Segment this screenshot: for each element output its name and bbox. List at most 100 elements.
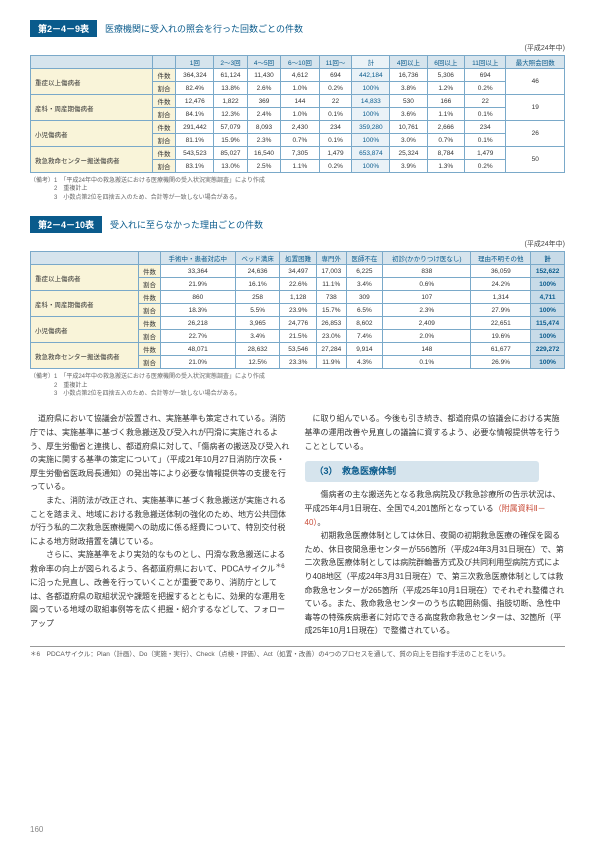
row-kind: 件数 bbox=[139, 265, 160, 278]
table1-header bbox=[31, 56, 153, 69]
table-row: 産科・周産期傷病者件数12,4761,8223691442214,8335301… bbox=[31, 95, 565, 108]
max-count: 26 bbox=[506, 121, 565, 147]
table-cell: 5.5% bbox=[235, 304, 279, 317]
table-cell: 0.7% bbox=[427, 134, 464, 147]
table-cell: 24,636 bbox=[235, 265, 279, 278]
row-total: 100% bbox=[531, 304, 565, 317]
table-cell: 36,059 bbox=[471, 265, 531, 278]
table-cell: 13.0% bbox=[214, 160, 248, 173]
paragraph: さらに、実施基準をより実効的なものとし、円滑な救急搬送による救命率の向上が図られ… bbox=[30, 548, 291, 630]
table2-header: 初診(かかりつけ医なし) bbox=[383, 252, 471, 265]
table-cell: 2,409 bbox=[383, 317, 471, 330]
table-cell: 107 bbox=[383, 291, 471, 304]
table2-tag: 第2－4－10表 bbox=[30, 216, 102, 233]
table-cell: 27.9% bbox=[471, 304, 531, 317]
table-cell: 26,218 bbox=[160, 317, 235, 330]
row-kind: 件数 bbox=[139, 291, 160, 304]
table-cell: 84.1% bbox=[176, 108, 214, 121]
table-cell: 61,677 bbox=[471, 343, 531, 356]
row-total: 100% bbox=[531, 278, 565, 291]
row-kind: 割合 bbox=[139, 304, 160, 317]
table1-header bbox=[152, 56, 176, 69]
table-cell: 838 bbox=[383, 265, 471, 278]
table-cell: 694 bbox=[464, 69, 506, 82]
row-total: 100% bbox=[531, 330, 565, 343]
table2-note: (平成24年中) bbox=[30, 239, 565, 249]
table-cell: 100% bbox=[352, 134, 390, 147]
table-cell: 530 bbox=[390, 95, 427, 108]
table-cell: 6.5% bbox=[346, 304, 383, 317]
table-cell: 13.8% bbox=[214, 82, 248, 95]
row-kind: 割合 bbox=[139, 278, 160, 291]
table1-header: 2～3回 bbox=[214, 56, 248, 69]
table-cell: 0.1% bbox=[464, 108, 506, 121]
table-cell: 23.3% bbox=[280, 356, 317, 369]
table-cell: 2.4% bbox=[247, 108, 281, 121]
table-cell: 0.1% bbox=[464, 134, 506, 147]
table-cell: 23.9% bbox=[280, 304, 317, 317]
table-cell: 81.1% bbox=[176, 134, 214, 147]
left-column: 道府県において協議会が設置され、実施基準も策定されている。消防庁では、実施基準に… bbox=[30, 412, 291, 638]
table1-note: (平成24年中) bbox=[30, 43, 565, 53]
page-number: 160 bbox=[30, 825, 43, 834]
paragraph: 初期救急医療体制としては休日、夜間の初期救急医療の確保を図るため、休日夜間急患セ… bbox=[305, 529, 566, 638]
table-cell: 3.4% bbox=[346, 278, 383, 291]
table-cell: 4,612 bbox=[281, 69, 319, 82]
row-category: 小児傷病者 bbox=[31, 121, 153, 147]
table-cell: 4.3% bbox=[346, 356, 383, 369]
table-cell: 100% bbox=[352, 82, 390, 95]
table-cell: 21.5% bbox=[280, 330, 317, 343]
table-cell: 1,822 bbox=[214, 95, 248, 108]
table-cell: 3,965 bbox=[235, 317, 279, 330]
table-cell: 82.4% bbox=[176, 82, 214, 95]
note-line: 2 重複計上 bbox=[30, 185, 565, 193]
table-cell: 0.1% bbox=[319, 108, 352, 121]
table2-header bbox=[31, 252, 139, 265]
table-row: 小児傷病者件数291,44257,0798,0932,430234359,280… bbox=[31, 121, 565, 134]
table1-header: 11回以上 bbox=[464, 56, 506, 69]
table-cell: 26.9% bbox=[471, 356, 531, 369]
table1-header: 計 bbox=[352, 56, 390, 69]
table-cell: 2.5% bbox=[247, 160, 281, 173]
table-cell: 364,324 bbox=[176, 69, 214, 82]
note-line: 3 小数点第2位を四捨五入のため、合計等が一致しない場合がある。 bbox=[30, 194, 565, 202]
table-cell: 442,184 bbox=[352, 69, 390, 82]
table-cell: 1,479 bbox=[319, 147, 352, 160]
row-kind: 件数 bbox=[152, 147, 176, 160]
table-cell: 860 bbox=[160, 291, 235, 304]
row-category: 救急救命センター搬送傷病者 bbox=[31, 147, 153, 173]
max-count: 19 bbox=[506, 95, 565, 121]
table-cell: 15.7% bbox=[317, 304, 346, 317]
table-cell: 1.1% bbox=[427, 108, 464, 121]
table2-header: 計 bbox=[531, 252, 565, 265]
table-cell: 83.1% bbox=[176, 160, 214, 173]
table-cell: 22,651 bbox=[471, 317, 531, 330]
table-cell: 359,280 bbox=[352, 121, 390, 134]
table-cell: 16.1% bbox=[235, 278, 279, 291]
row-category: 産科・周産期傷病者 bbox=[31, 95, 153, 121]
table2-header: 手術中・患者対応中 bbox=[160, 252, 235, 265]
row-total: 152,622 bbox=[531, 265, 565, 278]
table1-header: 6～10回 bbox=[281, 56, 319, 69]
table-cell: 34,497 bbox=[280, 265, 317, 278]
table-cell: 234 bbox=[464, 121, 506, 134]
footnote: ＊6 PDCAサイクル：Plan（計画）、Do（実施・実行）、Check（点検・… bbox=[30, 646, 565, 660]
table-cell: 1,128 bbox=[280, 291, 317, 304]
table-cell: 100% bbox=[352, 108, 390, 121]
row-total: 100% bbox=[531, 356, 565, 369]
table-cell: 61,124 bbox=[214, 69, 248, 82]
table-cell: 0.1% bbox=[319, 134, 352, 147]
table2-header: 理由不明その他 bbox=[471, 252, 531, 265]
table2-header bbox=[139, 252, 160, 265]
table-cell: 26,853 bbox=[317, 317, 346, 330]
table-cell: 11,430 bbox=[247, 69, 281, 82]
table-cell: 8,784 bbox=[427, 147, 464, 160]
max-count: 50 bbox=[506, 147, 565, 173]
table-cell: 12.3% bbox=[214, 108, 248, 121]
table-cell: 258 bbox=[235, 291, 279, 304]
table-cell: 3.4% bbox=[235, 330, 279, 343]
table-cell: 11.9% bbox=[317, 356, 346, 369]
note-line: （備考）1 「平成24年中の救急搬送における医療機関の受入状況実態調査」により作… bbox=[30, 177, 565, 185]
table2-heading: 第2－4－10表 受入れに至らなかった理由ごとの件数 bbox=[30, 216, 565, 233]
table-cell: 9,914 bbox=[346, 343, 383, 356]
